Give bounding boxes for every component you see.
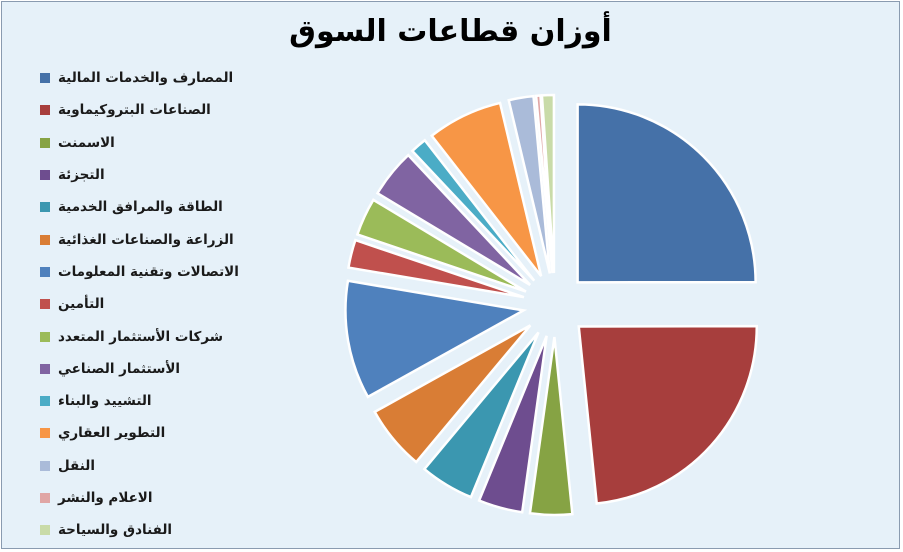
legend-label: التطوير العقاري [58, 425, 166, 442]
chart-title: أوزان قطاعات السوق [289, 14, 612, 49]
legend-label: شركات الأستثمار المتعدد [58, 328, 224, 345]
legend-item: شركات الأستثمار المتعدد [40, 320, 290, 352]
pie-slice [347, 238, 525, 299]
legend-label: التجزئة [58, 167, 105, 184]
legend: المصارف والخدمات المالية الصناعات البتروك… [40, 62, 290, 546]
legend-label: النقل [58, 457, 95, 474]
legend-item: التشييد والبناء [40, 385, 290, 417]
pie-slice [410, 138, 536, 282]
pie-slice [373, 324, 532, 464]
legend-item: الاسمنت [40, 127, 290, 159]
legend-swatch [40, 428, 50, 439]
legend-label: المصارف والخدمات المالية [58, 70, 234, 87]
legend-label: الصناعات البتروكيماوية [58, 102, 211, 119]
pie-slice [576, 103, 757, 284]
legend-label: التشييد والبناء [58, 393, 152, 410]
pie-slice [507, 94, 552, 274]
legend-item: التجزئة [40, 159, 290, 191]
legend-label: الفنادق والسياحة [58, 522, 173, 539]
legend-swatch [40, 202, 50, 213]
legend-item: التأمين [40, 288, 290, 320]
pie-slice [540, 93, 556, 274]
legend-swatch [40, 396, 50, 407]
legend-label: الأستثمار الصناعي [58, 360, 181, 377]
legend-swatch [40, 493, 50, 503]
legend-label: الاعلام والنشر [58, 490, 153, 506]
pie-slice [577, 324, 759, 505]
legend-label: الزراعة والصناعات الغذائية [58, 231, 234, 248]
legend-item: الزراعة والصناعات الغذائية [40, 223, 290, 255]
legend-swatch [40, 73, 50, 84]
pie-slice [344, 279, 528, 399]
legend-swatch [40, 266, 50, 277]
legend-swatch [40, 105, 50, 116]
legend-item: الصناعات البتروكيماوية [40, 94, 290, 126]
pie-slice [528, 336, 574, 517]
pie-slice [429, 101, 543, 277]
legend-item: الفنادق والسياحة [40, 514, 290, 546]
legend-swatch [40, 234, 50, 245]
pie-slice [375, 153, 532, 286]
legend-swatch [40, 525, 50, 536]
legend-swatch [40, 363, 50, 374]
pie-slice [422, 331, 540, 499]
legend-label: التأمين [58, 296, 105, 313]
pie-slice [355, 198, 527, 293]
legend-item: الاعلام والنشر [40, 482, 290, 514]
legend-label: الاتصالات وتقنية المعلومات [58, 263, 239, 280]
legend-swatch [40, 170, 50, 181]
legend-swatch [40, 137, 50, 148]
legend-swatch [40, 299, 50, 310]
legend-label: الطاقة والمرافق الخدمية [58, 199, 223, 216]
legend-item: الاتصالات وتقنية المعلومات [40, 256, 290, 288]
legend-label: الاسمنت [58, 134, 115, 151]
legend-item: الأستثمار الصناعي [40, 353, 290, 385]
legend-swatch [40, 460, 50, 471]
legend-swatch [40, 331, 50, 342]
legend-item: التطوير العقاري [40, 417, 290, 449]
pie-slice [534, 94, 554, 274]
legend-item: المصارف والخدمات المالية [40, 62, 290, 94]
legend-item: الطاقة والمرافق الخدمية [40, 191, 290, 223]
pie-slice [477, 335, 548, 514]
legend-item: النقل [40, 450, 290, 482]
